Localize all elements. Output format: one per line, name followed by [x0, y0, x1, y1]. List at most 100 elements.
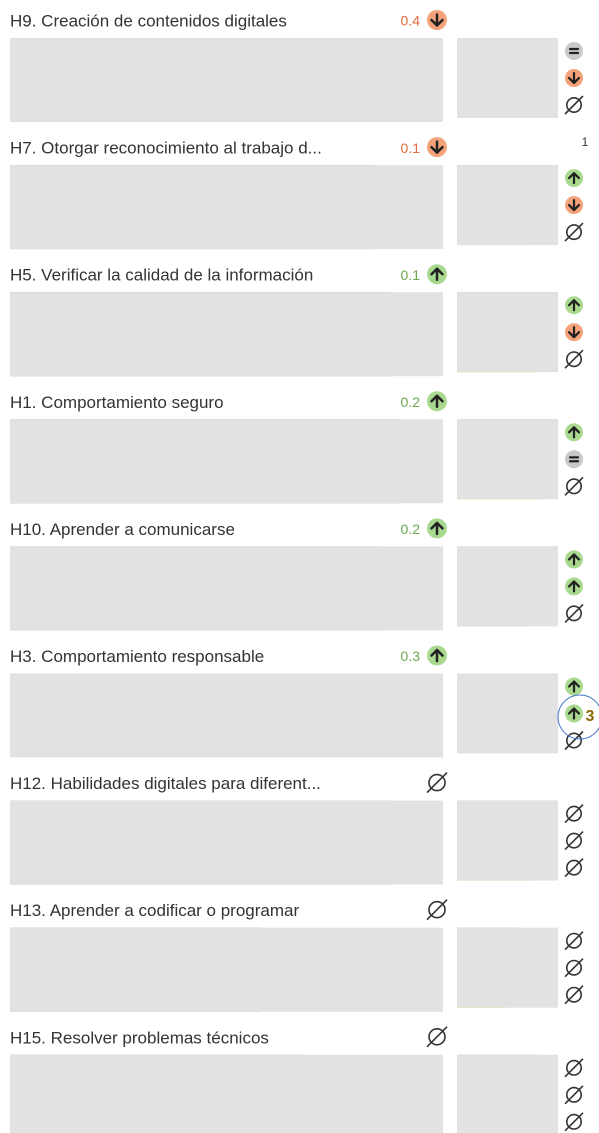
empty-icon	[565, 732, 582, 749]
bar-track	[10, 38, 443, 122]
trend-icon-equal	[565, 450, 583, 469]
delta-label: 0.2	[401, 394, 421, 410]
empty-icon-slash	[564, 349, 584, 369]
empty-icon-slash	[564, 1058, 584, 1078]
empty-icon	[428, 900, 446, 919]
trend-icon-up	[565, 577, 583, 596]
empty-icon-slash	[564, 985, 584, 1005]
trend-icon-none	[426, 772, 448, 794]
empty-icon	[565, 805, 582, 822]
arrow-up	[430, 648, 444, 663]
empty-icon-slash	[426, 1026, 448, 1048]
trend-icon-down	[427, 10, 447, 30]
trend-icon-none	[564, 858, 584, 878]
arrow-up	[567, 553, 581, 566]
row-title: H1. Comportamiento seguro	[10, 393, 224, 412]
empty-icon-slash	[564, 958, 584, 978]
row-title: H9. Creación de contenidos digitales	[10, 11, 287, 30]
arrow-down	[567, 199, 581, 212]
empty-icon	[565, 986, 582, 1003]
trend-icon-none	[426, 899, 448, 921]
arrow-up	[430, 267, 444, 281]
empty-icon-slash	[564, 603, 584, 623]
empty-icon	[428, 773, 446, 792]
arrow-up	[567, 299, 581, 312]
trend-icon-none	[564, 349, 584, 369]
empty-icon-slash	[564, 1112, 584, 1132]
row-title: H15. Resolver problemas técnicos	[10, 1028, 269, 1047]
mini-track	[457, 1054, 558, 1133]
trend-icon-down	[565, 69, 583, 87]
empty-icon	[565, 478, 582, 495]
trend-icon-none	[564, 985, 584, 1005]
trend-icon-none	[426, 1026, 448, 1048]
bar-track	[10, 165, 443, 250]
trend-icon-none	[564, 222, 584, 242]
empty-icon	[565, 932, 582, 949]
mini-track	[457, 165, 558, 246]
trend-icon-up	[427, 645, 447, 666]
arrow-up	[430, 521, 444, 536]
bar-track	[10, 546, 443, 631]
empty-icon-slash	[426, 772, 448, 794]
mini-track	[457, 673, 558, 754]
trend-icon-up	[565, 550, 583, 569]
arrow-down	[567, 326, 581, 339]
empty-icon	[565, 224, 582, 241]
empty-icon-slash	[564, 831, 584, 851]
arrow-up	[567, 172, 581, 185]
row-title: H5. Verificar la calidad de la informaci…	[10, 266, 313, 285]
trend-icon-up	[427, 518, 447, 539]
trend-icon-none	[564, 730, 584, 751]
trend-icon-up	[427, 264, 447, 285]
arrow-up	[567, 707, 581, 720]
mini-track	[457, 800, 558, 881]
arrow-down	[567, 71, 581, 85]
empty-icon	[565, 1059, 582, 1076]
mini-track	[457, 38, 558, 118]
row-title: H13. Aprender a codificar o programar	[10, 901, 299, 920]
empty-icon-slash	[564, 858, 584, 878]
trend-icon-up	[427, 391, 447, 412]
trend-icon-none	[564, 831, 584, 851]
empty-icon	[565, 832, 582, 849]
arrow-down	[430, 140, 444, 154]
equal-sign	[568, 47, 580, 55]
empty-icon-slash	[564, 222, 584, 242]
row-title: H12. Habilidades digitales para diferent…	[10, 774, 321, 793]
trend-icon-none	[564, 1085, 584, 1105]
trend-icon-up	[565, 423, 583, 442]
row-title: H3. Comportamiento responsable	[10, 647, 264, 666]
badge-label: 3	[586, 708, 595, 725]
icon-circle	[565, 450, 583, 469]
empty-icon	[565, 97, 582, 114]
empty-icon-slash	[426, 899, 448, 921]
trend-icon-none	[564, 931, 584, 951]
bar-track	[10, 419, 443, 504]
trend-icon-none	[564, 1058, 584, 1078]
equal-sign	[568, 456, 580, 463]
delta-label: 0.1	[401, 267, 421, 283]
bar-track	[10, 292, 443, 377]
trend-icon-none	[564, 476, 584, 496]
empty-icon	[565, 959, 582, 976]
trend-icon-none	[564, 95, 584, 115]
trend-icon-none	[564, 804, 584, 824]
empty-icon-slash	[564, 1085, 584, 1105]
bar-track	[10, 800, 443, 885]
delta-label: 0.2	[401, 521, 421, 537]
trend-icon-equal	[565, 42, 583, 60]
bar-track	[10, 1054, 443, 1133]
empty-icon	[565, 605, 582, 622]
arrow-up	[567, 426, 581, 439]
empty-icon-slash	[564, 476, 584, 496]
empty-icon	[565, 1113, 582, 1130]
trend-icon-none	[564, 958, 584, 978]
trend-icon-none	[564, 603, 584, 623]
arrow-up	[430, 394, 444, 409]
empty-icon	[565, 1086, 582, 1103]
trend-icon-none	[564, 1112, 584, 1132]
bar-track	[10, 673, 443, 758]
arrow-up	[567, 580, 581, 593]
